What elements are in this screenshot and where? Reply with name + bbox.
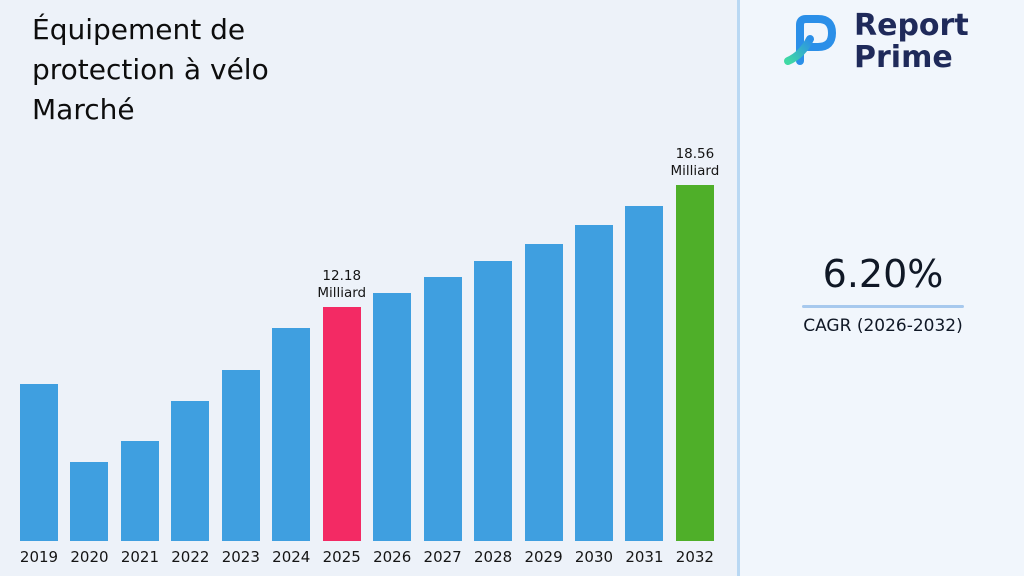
bar-column-2027: 2027 bbox=[418, 138, 468, 568]
bar-value-label-2025: 12.18 Milliard bbox=[317, 268, 367, 302]
right-panel bbox=[740, 0, 1024, 576]
bar-column-2019: 2019 bbox=[14, 138, 64, 568]
x-axis-label-2019: 2019 bbox=[19, 548, 59, 566]
x-axis-label-2022: 2022 bbox=[171, 548, 210, 566]
x-axis-label-2032: 2032 bbox=[675, 548, 714, 566]
bar-column-2020: 2020 bbox=[64, 138, 114, 568]
bar-column-2030: 2030 bbox=[569, 138, 619, 568]
bar-value-label-2032: 18.56 Milliard bbox=[670, 146, 720, 180]
x-axis-label-2027: 2027 bbox=[423, 548, 462, 566]
brand-name-line2: Prime bbox=[854, 40, 953, 76]
bar-column-2024: 2024 bbox=[266, 138, 316, 568]
bar-column-2023: 2023 bbox=[216, 138, 266, 568]
x-axis-label-2025: 2025 bbox=[322, 548, 361, 566]
x-axis-label-2023: 2023 bbox=[221, 548, 260, 566]
x-axis-label-2030: 2030 bbox=[574, 548, 614, 566]
bar-2020 bbox=[70, 462, 109, 541]
bar-column-2026: 2026 bbox=[367, 138, 417, 568]
bar-2026 bbox=[373, 293, 412, 541]
bar-2027 bbox=[423, 277, 462, 541]
vertical-divider bbox=[737, 0, 740, 576]
bar-2023 bbox=[221, 370, 260, 541]
bar-column-2021: 2021 bbox=[115, 138, 165, 568]
bar-2019 bbox=[20, 384, 58, 541]
bar-2024 bbox=[272, 328, 311, 541]
bar-2028 bbox=[474, 261, 513, 541]
cagr-label: CAGR (2026-2032) bbox=[803, 316, 963, 336]
bar-2021 bbox=[120, 441, 159, 541]
bar-chart: 2019 2020 2021 2022 2023 2024 12.18 Milliard 20… bbox=[14, 138, 720, 568]
page-title: Équipement de protection à vélo Marché bbox=[32, 13, 269, 127]
brand-logo: Report Prime bbox=[780, 8, 969, 76]
brand-name: Report Prime bbox=[854, 8, 969, 76]
cagr-underline bbox=[802, 305, 964, 308]
bar-2022 bbox=[171, 401, 210, 541]
bar-2030 bbox=[574, 225, 613, 541]
bar-2032 bbox=[675, 185, 714, 541]
bar-column-2028: 2028 bbox=[468, 138, 518, 568]
bar-2029 bbox=[524, 244, 563, 541]
report-prime-logo-icon bbox=[780, 11, 842, 73]
x-axis-label-2026: 2026 bbox=[373, 548, 412, 566]
x-axis-label-2028: 2028 bbox=[473, 548, 513, 566]
bar-column-2032: 18.56 Milliard 2032 bbox=[670, 138, 720, 568]
x-axis-label-2029: 2029 bbox=[524, 548, 563, 566]
x-axis-label-2020: 2020 bbox=[70, 548, 109, 566]
bar-column-2031: 2031 bbox=[619, 138, 669, 568]
x-axis-label-2021: 2021 bbox=[120, 548, 159, 566]
cagr-value: 6.20% bbox=[822, 252, 944, 296]
brand-name-line1: Report bbox=[854, 8, 969, 43]
bar-2025 bbox=[322, 307, 361, 541]
bar-column-2025: 12.18 Milliard 2025 bbox=[317, 138, 367, 568]
bar-column-2022: 2022 bbox=[165, 138, 215, 568]
bar-column-2029: 2029 bbox=[519, 138, 569, 568]
bar-2031 bbox=[625, 206, 664, 541]
x-axis-label-2031: 2031 bbox=[625, 548, 664, 566]
cagr-block: 6.20% CAGR (2026-2032) bbox=[802, 252, 964, 336]
x-axis-label-2024: 2024 bbox=[272, 548, 311, 566]
